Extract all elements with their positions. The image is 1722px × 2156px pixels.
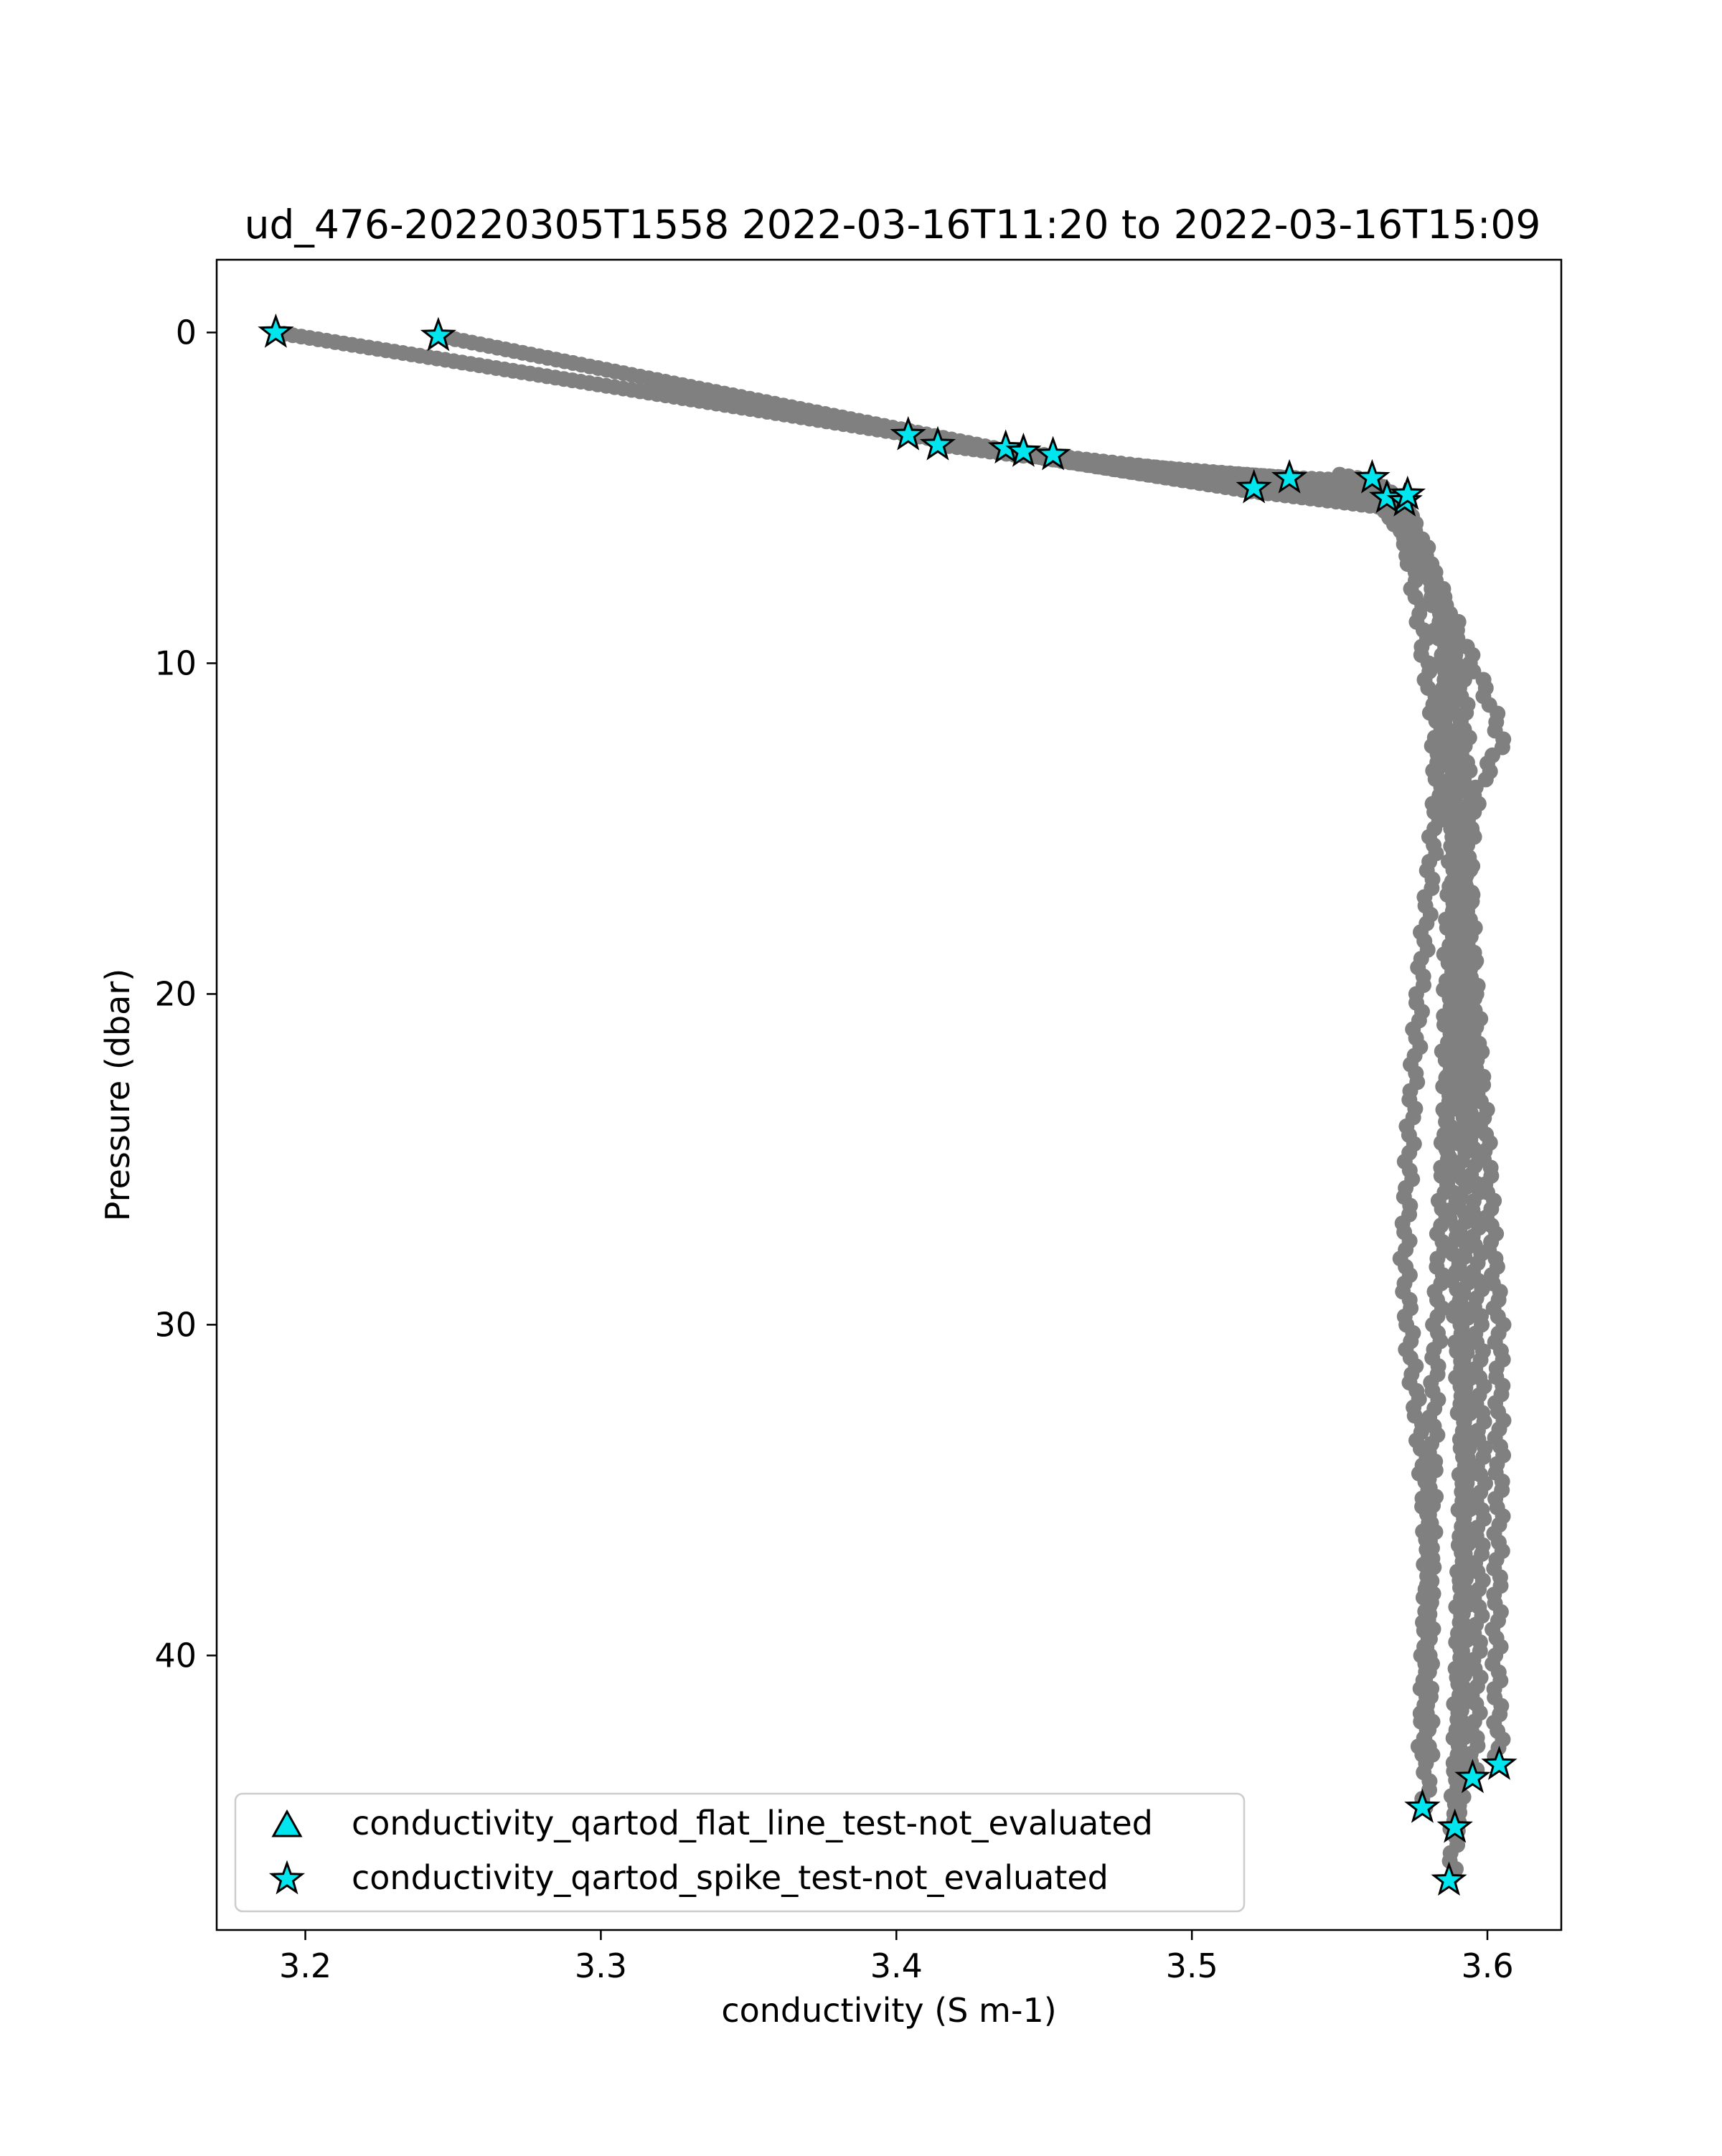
spike-flag-marker [1271, 458, 1308, 494]
flag-series-1 [258, 313, 1518, 1896]
axes-frame [215, 258, 1563, 1931]
spike-flag-marker [890, 415, 926, 451]
spike-flag-marker [1404, 1788, 1441, 1823]
spike-flag-marker [987, 429, 1024, 464]
y-tick-label: 0 [176, 313, 197, 352]
y-tick-label: 40 [154, 1636, 197, 1675]
spike-flag-marker [1354, 458, 1391, 494]
legend-label-flat-line: conductivity_qartod_flat_line_test-not_e… [352, 1804, 1153, 1842]
legend: conductivity_qartod_flat_line_test-not_e… [234, 1792, 1246, 1913]
legend-entry-flat-line: conductivity_qartod_flat_line_test-not_e… [271, 1804, 1153, 1842]
x-tick-label: 3.5 [1166, 1946, 1218, 1985]
spike-flag-marker [1481, 1746, 1518, 1780]
spike-flag-marker [1454, 1759, 1491, 1794]
spike-flag-marker [1005, 432, 1042, 467]
spike-flag-marker [1236, 469, 1272, 504]
spike-flag-marker [1431, 1861, 1467, 1896]
y-tick-label: 10 [154, 644, 197, 682]
spike-flag-marker [1436, 1808, 1473, 1843]
x-tick-label: 3.3 [575, 1946, 627, 1985]
x-tick-label: 3.4 [870, 1946, 923, 1985]
spike-flag-marker [1389, 475, 1426, 510]
spike-flag-marker [258, 313, 294, 348]
y-axis-label: Pressure (dbar) [98, 969, 137, 1221]
spike-flag-marker [420, 316, 456, 352]
axis-ticks: 3.2 3.3 3.4 3.5 3.6 0 10 20 30 40 [154, 313, 1513, 1985]
spike-flag-marker [1035, 436, 1071, 471]
x-tick-label: 3.2 [279, 1946, 331, 1985]
x-axis-label: conductivity (S m-1) [721, 1991, 1056, 2030]
profile-series-4 [1045, 450, 1493, 1786]
chart-title: ud_476-20220305T1558 2022-03-16T11:20 to… [245, 202, 1541, 248]
legend-star-icon [268, 1860, 306, 1895]
legend-label-spike: conductivity_qartod_spike_test-not_evalu… [352, 1858, 1109, 1897]
legend-frame [234, 1792, 1246, 1913]
spike-flag-marker [919, 425, 956, 461]
legend-triangle-icon [271, 1809, 303, 1837]
y-tick-label: 20 [154, 974, 197, 1013]
profile-point [1414, 1746, 1431, 1763]
legend-entry-spike: conductivity_qartod_spike_test-not_evalu… [268, 1858, 1109, 1897]
x-tick-label: 3.6 [1461, 1946, 1513, 1985]
plot-area [258, 313, 1518, 1896]
y-tick-label: 30 [154, 1305, 197, 1344]
